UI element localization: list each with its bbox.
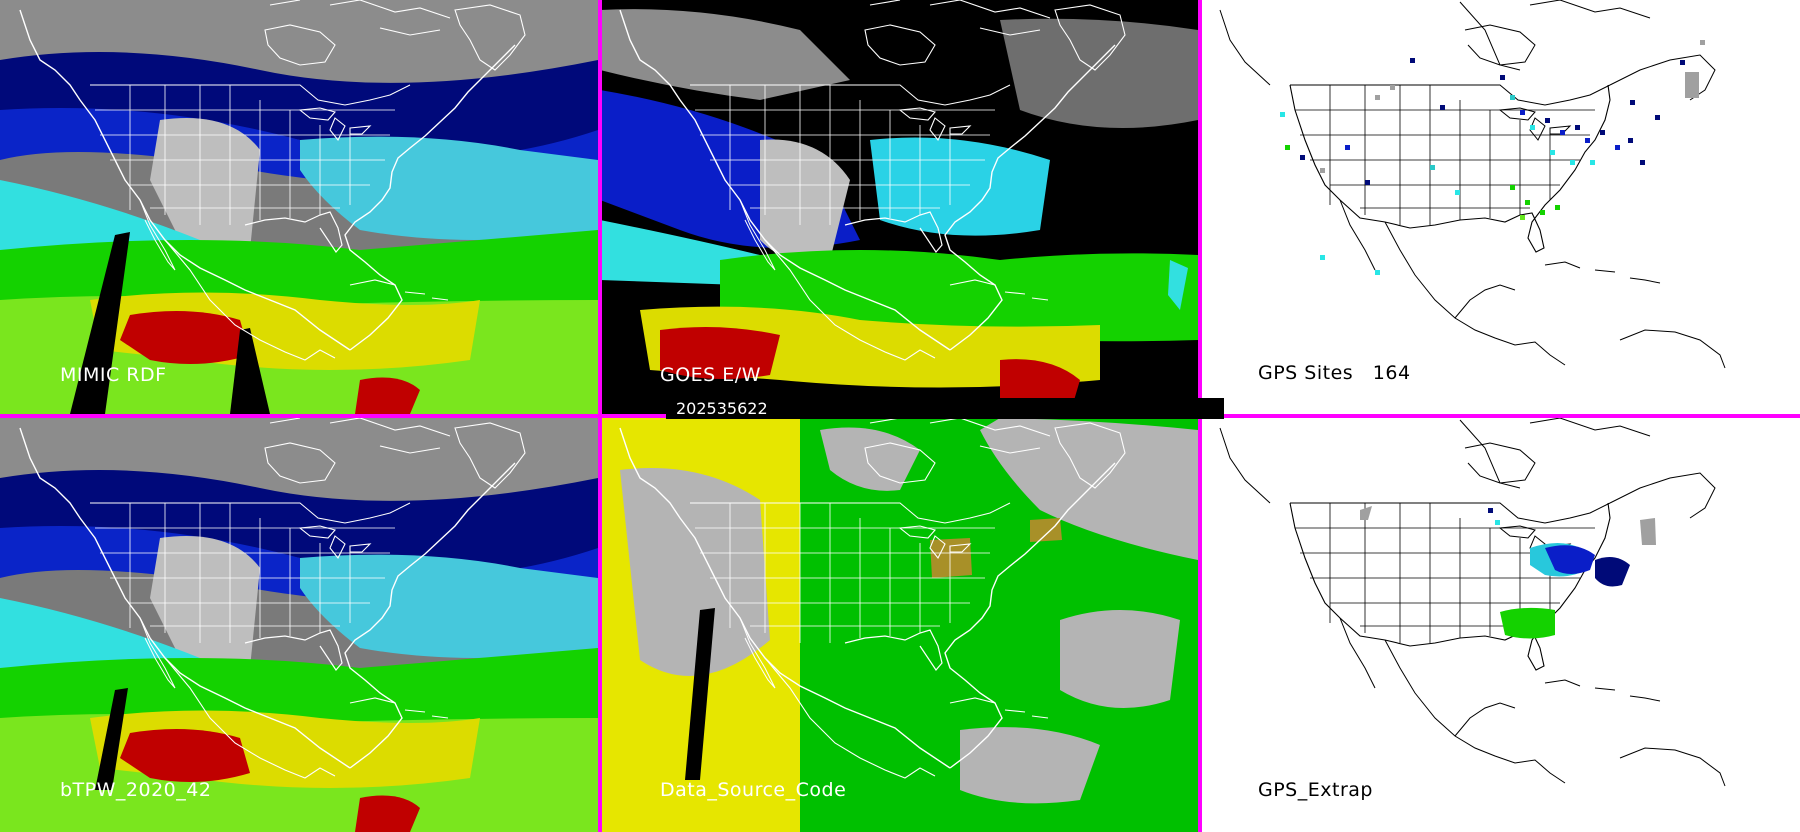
gps-extrap-panel-label: GPS_Extrap (1258, 779, 1373, 801)
panel-goes-ew (600, 0, 1198, 414)
btpw-panel-label: bTPW_2020_42 (60, 779, 212, 801)
panel-gps-sites (1200, 0, 1800, 414)
data-source-panel-label: Data_Source_Code (660, 779, 847, 801)
mimic-panel-label: MIMIC RDF (60, 364, 167, 386)
timestamp-bar: 202535622 (666, 398, 1224, 419)
gps-sites-label-text: GPS Sites (1258, 362, 1354, 384)
gps-site-markers (1280, 40, 1705, 275)
panel-mimic-rdf (0, 0, 598, 414)
gps-sites-count: 164 (1372, 362, 1411, 384)
panel-btpw (0, 417, 598, 832)
panel-data-source-code (600, 417, 1198, 832)
timestamp: 202535622 (676, 399, 768, 418)
goes-panel-label: GOES E/W (660, 364, 761, 386)
gps-sites-panel-label: GPS Sites 164 (1258, 362, 1411, 384)
panel-gps-extrap (1200, 417, 1800, 832)
